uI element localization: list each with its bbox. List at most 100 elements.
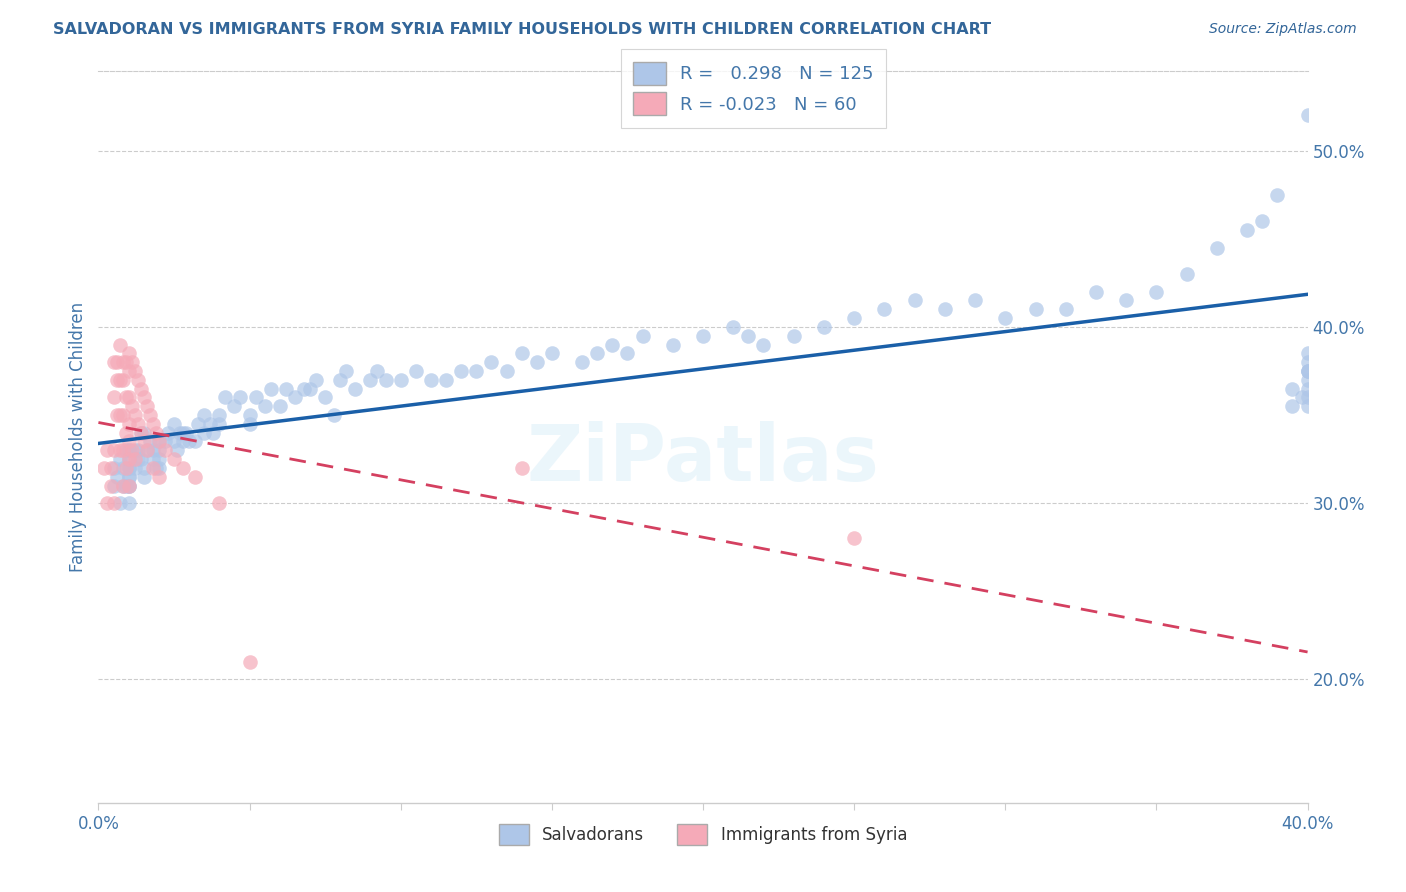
Point bbox=[132, 391, 155, 405]
Point bbox=[111, 478, 134, 492]
Point bbox=[129, 425, 152, 440]
Point bbox=[305, 373, 328, 387]
Point bbox=[100, 461, 122, 475]
Point bbox=[540, 346, 562, 360]
Point bbox=[124, 408, 146, 422]
Point bbox=[1024, 302, 1046, 317]
Point bbox=[135, 399, 157, 413]
Point bbox=[239, 655, 262, 669]
Point bbox=[118, 469, 141, 483]
Point bbox=[200, 417, 222, 431]
Point bbox=[253, 399, 276, 413]
Point bbox=[103, 443, 125, 458]
Point bbox=[105, 408, 128, 422]
Point bbox=[118, 417, 141, 431]
Point bbox=[121, 443, 143, 458]
Point bbox=[124, 452, 146, 467]
Point bbox=[148, 469, 170, 483]
Point bbox=[260, 382, 283, 396]
Point bbox=[631, 328, 654, 343]
Point bbox=[163, 452, 186, 467]
Point bbox=[510, 346, 533, 360]
Point bbox=[374, 373, 396, 387]
Point bbox=[148, 461, 170, 475]
Point bbox=[121, 399, 143, 413]
Point bbox=[434, 373, 457, 387]
Point bbox=[1251, 214, 1274, 228]
Point bbox=[526, 355, 548, 369]
Point bbox=[172, 434, 194, 449]
Point bbox=[114, 355, 136, 369]
Point bbox=[156, 425, 179, 440]
Text: Source: ZipAtlas.com: Source: ZipAtlas.com bbox=[1209, 22, 1357, 37]
Point bbox=[1115, 293, 1137, 308]
Point bbox=[118, 461, 141, 475]
Text: SALVADORAN VS IMMIGRANTS FROM SYRIA FAMILY HOUSEHOLDS WITH CHILDREN CORRELATION : SALVADORAN VS IMMIGRANTS FROM SYRIA FAMI… bbox=[53, 22, 991, 37]
Point bbox=[127, 373, 149, 387]
Point bbox=[1144, 285, 1167, 299]
Point bbox=[103, 461, 125, 475]
Point bbox=[208, 408, 231, 422]
Point bbox=[1281, 399, 1303, 413]
Point bbox=[495, 364, 517, 378]
Point bbox=[96, 496, 118, 510]
Point bbox=[586, 346, 609, 360]
Point bbox=[335, 364, 357, 378]
Point bbox=[153, 434, 176, 449]
Point bbox=[994, 311, 1017, 326]
Point bbox=[108, 408, 131, 422]
Point bbox=[129, 382, 152, 396]
Point bbox=[1281, 382, 1303, 396]
Point bbox=[1054, 302, 1077, 317]
Point bbox=[723, 320, 745, 334]
Point bbox=[323, 408, 346, 422]
Point bbox=[145, 461, 167, 475]
Point bbox=[737, 328, 759, 343]
Point bbox=[187, 417, 209, 431]
Point bbox=[108, 496, 131, 510]
Point bbox=[510, 461, 533, 475]
Point bbox=[1206, 241, 1229, 255]
Point bbox=[214, 391, 236, 405]
Point bbox=[344, 382, 367, 396]
Point bbox=[114, 478, 136, 492]
Point bbox=[132, 461, 155, 475]
Point bbox=[813, 320, 835, 334]
Point bbox=[329, 373, 352, 387]
Point bbox=[142, 417, 165, 431]
Point bbox=[202, 425, 225, 440]
Point bbox=[105, 469, 128, 483]
Point bbox=[752, 337, 775, 351]
Point bbox=[111, 478, 134, 492]
Point bbox=[229, 391, 252, 405]
Point bbox=[108, 337, 131, 351]
Legend: Salvadorans, Immigrants from Syria: Salvadorans, Immigrants from Syria bbox=[486, 812, 920, 856]
Point bbox=[844, 532, 866, 546]
Point bbox=[111, 408, 134, 422]
Point bbox=[132, 434, 155, 449]
Point bbox=[135, 443, 157, 458]
Point bbox=[163, 417, 186, 431]
Point bbox=[118, 452, 141, 467]
Point bbox=[224, 399, 246, 413]
Point bbox=[1296, 108, 1319, 122]
Point bbox=[163, 434, 186, 449]
Text: ZiPatlas: ZiPatlas bbox=[527, 421, 879, 497]
Point bbox=[692, 328, 714, 343]
Point bbox=[121, 355, 143, 369]
Point bbox=[420, 373, 443, 387]
Point bbox=[108, 443, 131, 458]
Point bbox=[132, 469, 155, 483]
Point bbox=[111, 373, 134, 387]
Point bbox=[1175, 267, 1198, 281]
Point bbox=[118, 364, 141, 378]
Point bbox=[172, 425, 194, 440]
Point bbox=[118, 478, 141, 492]
Point bbox=[118, 443, 141, 458]
Point bbox=[124, 443, 146, 458]
Point bbox=[783, 328, 806, 343]
Point bbox=[132, 425, 155, 440]
Point bbox=[118, 478, 141, 492]
Point bbox=[405, 364, 427, 378]
Point bbox=[571, 355, 593, 369]
